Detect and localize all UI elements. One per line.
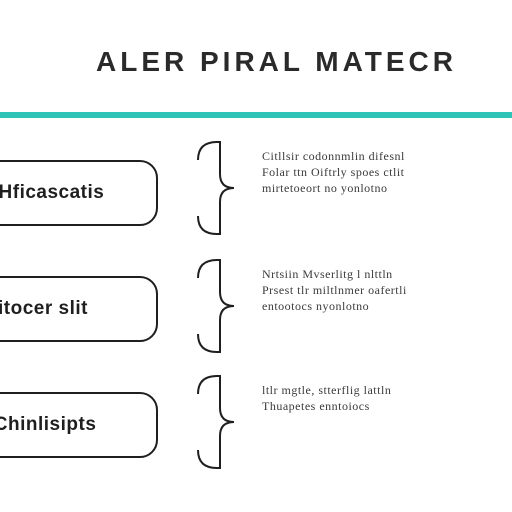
desc-line: Thuapetes enntoiocs: [262, 398, 512, 414]
desc-line: ltlr mgtle, stterflig lattln: [262, 382, 512, 398]
desc-line: Citllsir codonnmlin difesnl: [262, 148, 512, 164]
description-0: Citllsir codonnmlin difesnl Folar ttn Oi…: [262, 148, 512, 197]
desc-line: mirtetoeort no yonlotno: [262, 180, 512, 196]
bracket-1: [198, 260, 244, 352]
category-label-1: Palitocer slit: [0, 298, 88, 320]
category-pill-2: Al Chinlisipts: [0, 392, 158, 458]
category-label-2: Al Chinlisipts: [0, 414, 96, 436]
header-divider: [0, 112, 512, 118]
description-1: Nrtsiin Mvserlitg l nlttln Prsest tlr mi…: [262, 266, 512, 315]
page-title: ALER PIRAL MATECR: [96, 46, 457, 78]
bracket-2: [198, 376, 244, 468]
category-pill-0: ral Hficascatis: [0, 160, 158, 226]
desc-line: Nrtsiin Mvserlitg l nlttln: [262, 266, 512, 282]
bracket-0: [198, 142, 244, 234]
category-pill-1: Palitocer slit: [0, 276, 158, 342]
desc-line: Prsest tlr miltlnmer oafertli: [262, 282, 512, 298]
desc-line: Folar ttn Oiftrly spoes ctlit: [262, 164, 512, 180]
diagram-canvas: ALER PIRAL MATECR ral Hficascatis Citlls…: [0, 0, 512, 512]
category-label-0: ral Hficascatis: [0, 182, 104, 204]
desc-line: entootocs nyonlotno: [262, 298, 512, 314]
description-2: ltlr mgtle, stterflig lattln Thuapetes e…: [262, 382, 512, 414]
